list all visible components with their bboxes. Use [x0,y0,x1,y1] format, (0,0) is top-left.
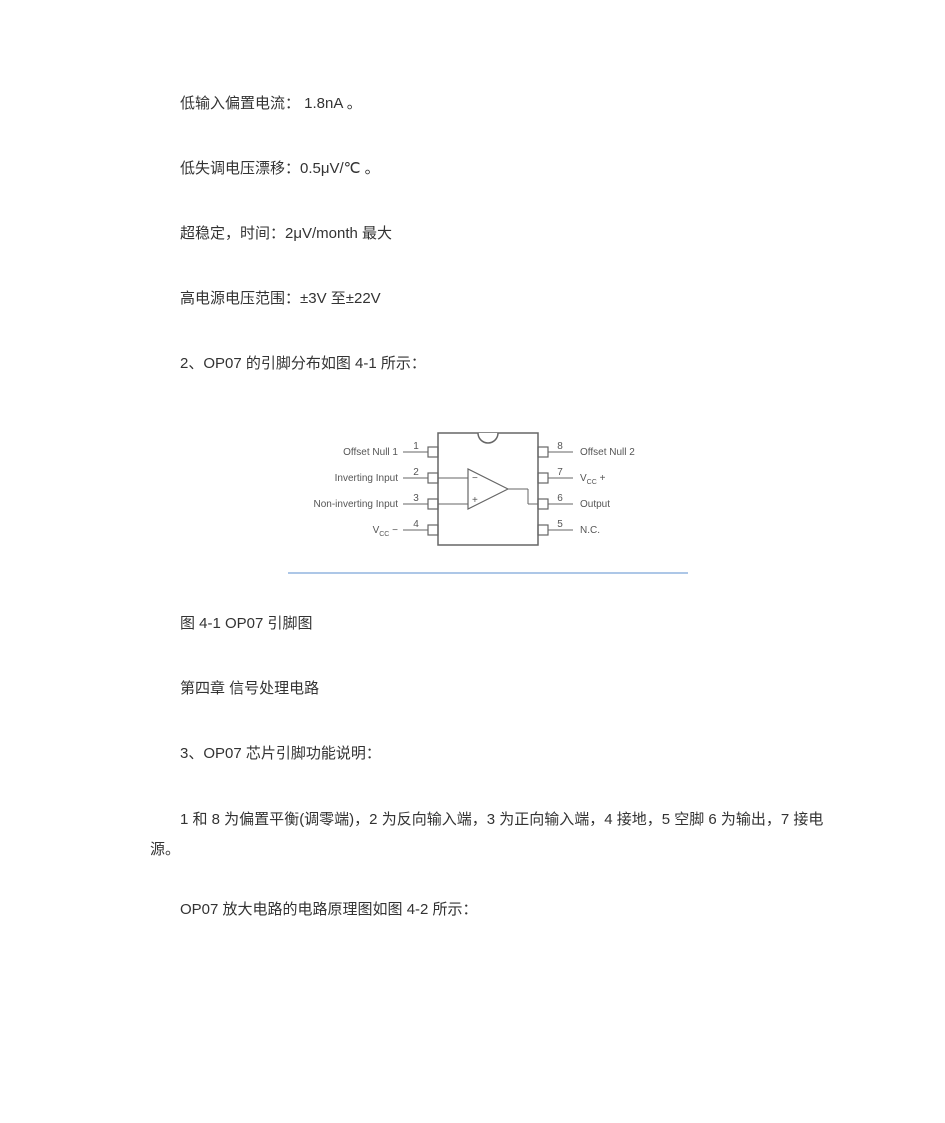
circuit-ref: OP07 放大电路的电路原理图如图 4-2 所示： [150,895,825,925]
spec-supply-range: 高电源电压范围：±3V 至±22V [150,285,825,312]
pin-label-5: N.C. [580,525,600,536]
pin-num-5: 5 [557,519,563,530]
opamp-plus-label: + [472,495,478,506]
pin-label-1: Offset Null 1 [343,447,398,458]
pin-num-6: 6 [557,493,563,504]
pin-label-3: Non-inverting Input [313,499,398,510]
spec-bias-current: 低输入偏置电流： 1.8nA 。 [150,90,825,117]
pin-label-2: Inverting Input [334,473,398,484]
pin-function-desc: 1 和 8 为偏置平衡(调零端)，2 为反向输入端，3 为正向输入端，4 接地，… [150,805,825,865]
spec-offset-drift: 低失调电压漂移：0.5μV/℃ 。 [150,155,825,182]
pin-num-2: 2 [413,467,419,478]
figure-caption: 图 4-1 OP07 引脚图 [150,610,825,637]
pin-label-4: VCC − [372,525,398,538]
pin-num-3: 3 [413,493,419,504]
section-2-intro: 2、OP07 的引脚分布如图 4-1 所示： [150,350,825,377]
chapter-title: 第四章 信号处理电路 [150,675,825,702]
pin-label-8: Offset Null 2 [580,447,635,458]
pin-label-6: Output [580,499,610,510]
spec-stability: 超稳定，时间：2μV/month 最大 [150,220,825,247]
pin-label-7: VCC + [580,473,606,486]
section-3-intro: 3、OP07 芯片引脚功能说明： [150,740,825,767]
pin-num-4: 4 [413,519,419,530]
pin-num-1: 1 [413,441,419,452]
opamp-minus-label: − [472,473,478,484]
pin-num-7: 7 [557,467,563,478]
pin-num-8: 8 [557,441,563,452]
pinout-diagram: − + 1 2 3 4 [150,415,825,580]
